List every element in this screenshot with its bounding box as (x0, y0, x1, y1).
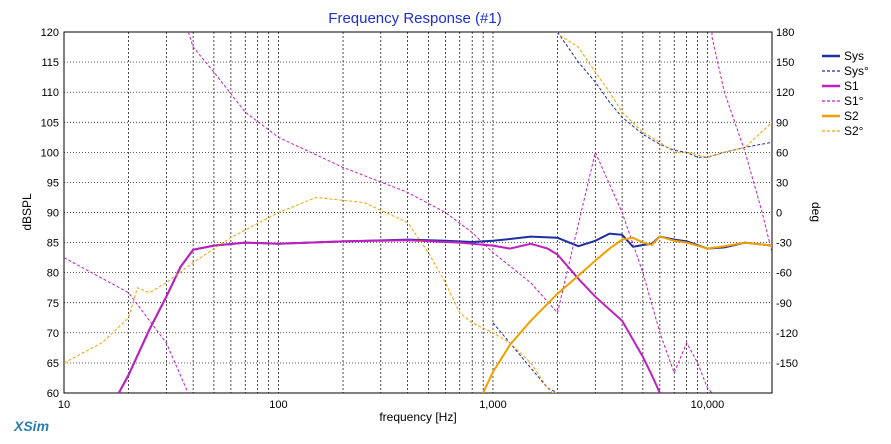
chart-title: Frequency Response (#1) (328, 10, 501, 27)
y2-tick-label: -90 (776, 298, 792, 310)
plot-frame (63, 31, 773, 394)
y-tick-label: 110 (41, 87, 59, 99)
x-tick-label: 10,000 (691, 399, 725, 411)
x-axis-ticks: 10 100 1,000 10,000 (58, 399, 724, 411)
legend-entry-label: Sys (844, 49, 864, 63)
legend-entry-label: Sys° (844, 64, 869, 78)
legend-entry-label: S1 (844, 79, 859, 93)
y-tick-label: 90 (47, 208, 59, 220)
y2-tick-label: 30 (776, 177, 788, 189)
y-tick-label: 120 (41, 27, 59, 39)
legend-entry-label: S2° (844, 124, 864, 138)
series-line-s1-phase (64, 32, 772, 393)
series-line-s2 (482, 235, 772, 393)
y2-tick-label: 60 (776, 147, 788, 159)
x-tick-label: 10 (58, 399, 70, 411)
y2-tick-label: 120 (776, 87, 794, 99)
y-tick-label: 60 (47, 388, 59, 400)
y2-tick-label: 180 (776, 27, 794, 39)
y-axis-ticks: 60 65 70 75 80 85 90 95 100 105 110 115 120 (41, 27, 59, 400)
y2-tick-label: -150 (776, 358, 798, 370)
legend-entry-label: S1° (844, 94, 864, 108)
y-tick-label: 85 (47, 238, 59, 250)
y2-tick-label: 0 (776, 208, 782, 220)
series-layer (64, 32, 772, 393)
legend-entry-label: S2 (844, 109, 859, 123)
series-line-s2-phase (64, 32, 772, 393)
y-tick-label: 100 (41, 147, 59, 159)
x-tick-label: 1,000 (479, 399, 507, 411)
brand-logo: XSim (13, 418, 49, 434)
y-tick-label: 115 (41, 57, 59, 69)
y-tick-label: 80 (47, 268, 59, 280)
y-tick-label: 95 (47, 177, 59, 189)
y-axis-label: dBSPL (20, 193, 34, 231)
series-line-s1 (117, 239, 661, 393)
plot-grid (64, 32, 772, 393)
y-tick-label: 65 (47, 358, 59, 370)
y2-tick-label: 150 (776, 57, 794, 69)
y2-axis-ticks: -150 -120 -90 -60 -30 0 30 60 90 120 150 180 (776, 27, 798, 370)
y2-axis-label: deg (809, 202, 823, 222)
y2-tick-label: -30 (776, 238, 792, 250)
y2-tick-label: -120 (776, 328, 798, 340)
y-tick-label: 105 (41, 117, 59, 129)
x-axis-label: frequency [Hz] (379, 410, 456, 424)
y-tick-label: 75 (47, 298, 59, 310)
y2-tick-label: -60 (776, 268, 792, 280)
x-tick-label: 100 (269, 399, 287, 411)
y2-tick-label: 90 (776, 117, 788, 129)
y-tick-label: 70 (47, 328, 59, 340)
